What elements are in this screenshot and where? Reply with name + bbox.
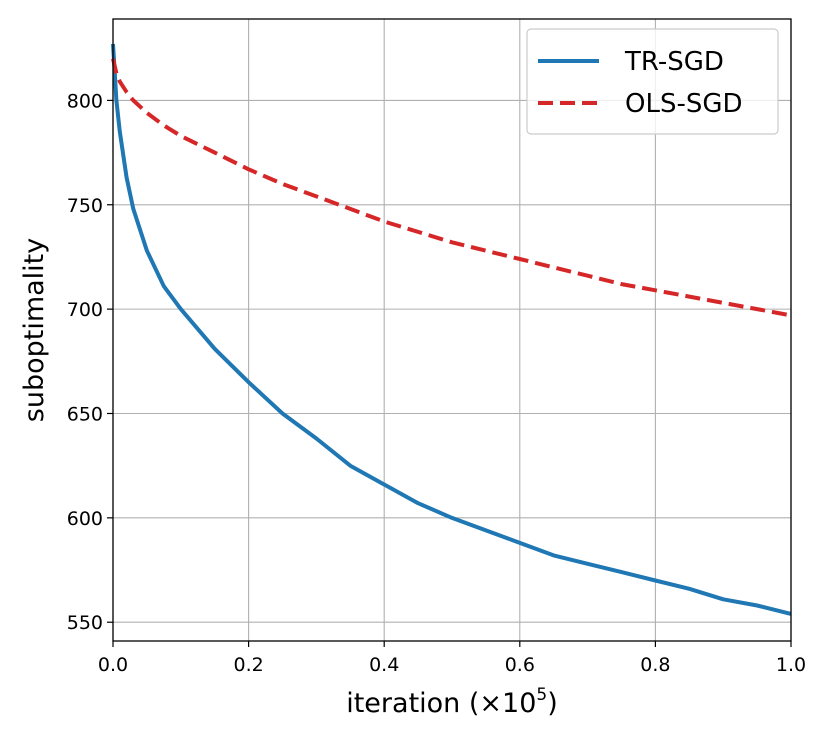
y-tick-label: 800: [67, 90, 103, 112]
x-tick-label: 0.4: [369, 654, 399, 676]
x-axis-label: iteration (×105): [346, 685, 558, 719]
x-tick-label: 0.2: [233, 654, 263, 676]
x-tick-label: 0.8: [640, 654, 670, 676]
legend-label-tr-sgd: TR-SGD: [624, 47, 724, 77]
plot-frame: [112, 18, 792, 642]
legend-label-ols-sgd: OLS-SGD: [625, 89, 743, 119]
y-tick-label: 600: [67, 508, 103, 530]
x-tick-label: 0.0: [98, 654, 128, 676]
series-line-tr-sgd: [111, 43, 792, 616]
legend-box: [526, 28, 779, 135]
legend: TR-SGD OLS-SGD: [526, 28, 779, 135]
ticks: 0.0 0.2 0.4 0.6 0.8 1.0 550 600 650 700 750 800: [67, 90, 806, 676]
x-tick-label: 1.0: [776, 654, 806, 676]
y-tick-label: 550: [67, 612, 103, 634]
y-axis-label: suboptimality: [19, 238, 50, 422]
series-line-ols-sgd: [111, 58, 792, 318]
x-tick-label: 0.6: [505, 654, 535, 676]
series-layer: [111, 43, 792, 616]
y-tick-label: 750: [67, 195, 103, 217]
y-tick-label: 700: [67, 299, 103, 321]
y-tick-label: 650: [67, 403, 103, 425]
